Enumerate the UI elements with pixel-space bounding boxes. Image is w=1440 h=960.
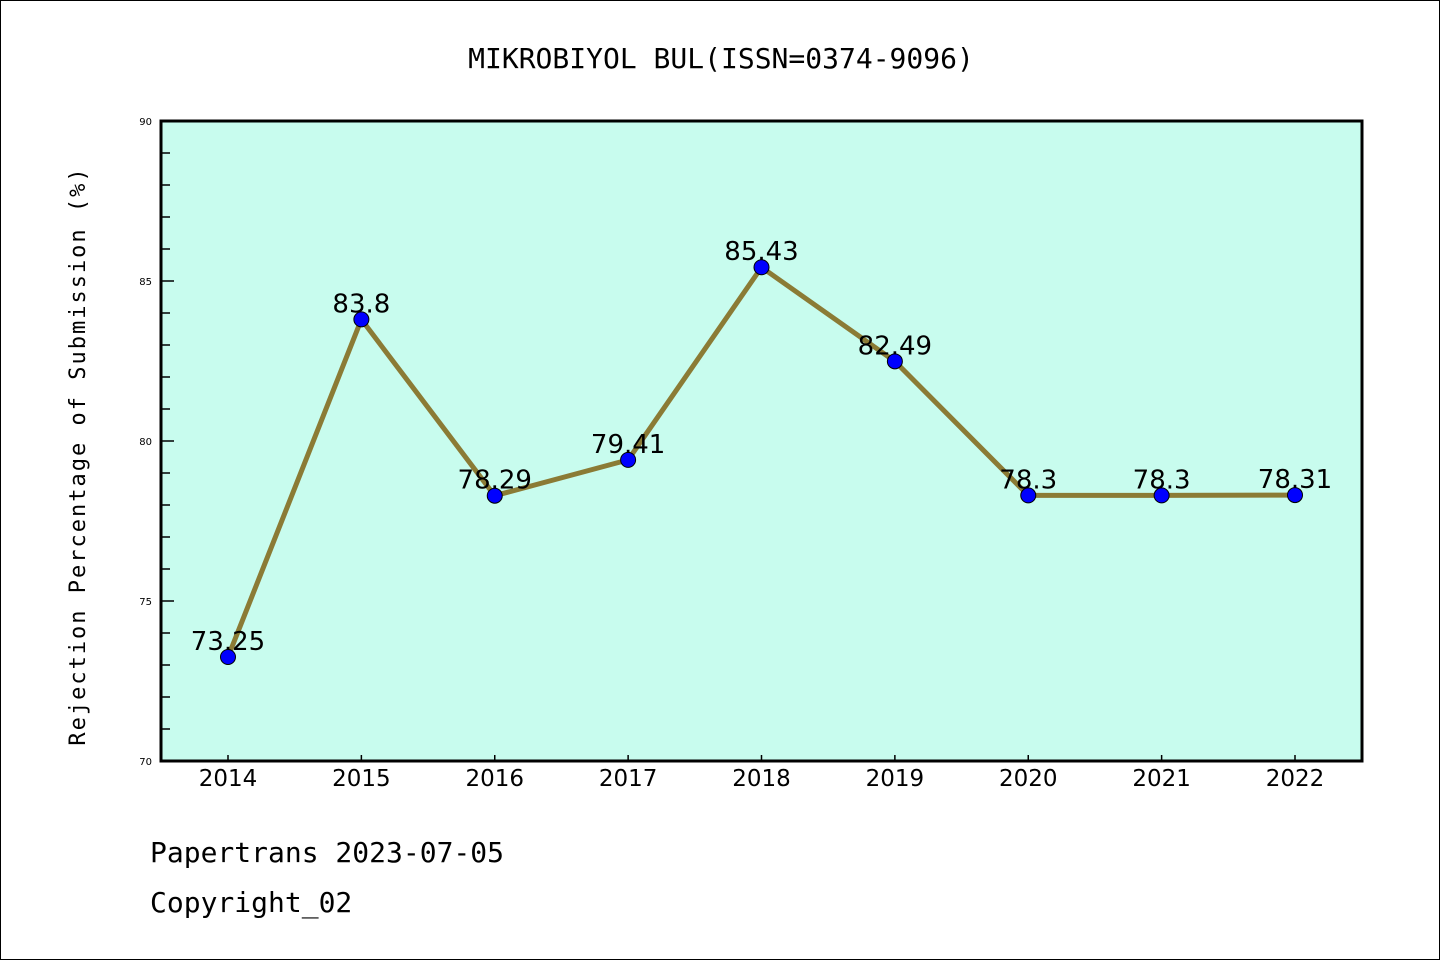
data-label: 73.25 [191, 627, 265, 657]
data-point [1287, 487, 1303, 504]
chart-title: MIKROBIYOL BUL(ISSN=0374-9096) [468, 42, 974, 75]
plot-border [159, 119, 1364, 763]
y-axis-label: Rejection Percentage of Submission (%) [66, 166, 91, 745]
x-tick-label: 2017 [599, 766, 658, 792]
x-tick-label: 2018 [732, 766, 791, 792]
x-tick-label: 2021 [1132, 766, 1191, 792]
plot-background [161, 121, 1362, 761]
data-point [620, 451, 637, 468]
y-tick-label: 75 [139, 597, 152, 608]
x-tick-label: 2022 [1266, 766, 1325, 792]
footer-date: Papertrans 2023-07-05 [150, 836, 505, 869]
x-tick-label: 2019 [866, 766, 925, 792]
data-label: 82.49 [858, 331, 932, 361]
data-point [886, 353, 903, 370]
data-point [1020, 487, 1037, 504]
x-tick-label: 2014 [199, 766, 258, 792]
x-tick-label: 2020 [999, 766, 1058, 792]
data-point [753, 259, 770, 276]
x-tick-label: 2015 [332, 766, 391, 792]
data-label: 78.31 [1258, 465, 1332, 495]
data-point [353, 311, 370, 328]
y-tick-label: 80 [139, 437, 152, 448]
y-tick-label: 70 [139, 757, 152, 768]
data-label: 78.29 [458, 466, 532, 496]
data-label: 83.8 [332, 289, 390, 319]
y-tick-label: 85 [139, 277, 152, 288]
data-label: 79.41 [591, 430, 665, 460]
data-label: 85.43 [724, 237, 798, 267]
x-tick-label: 2016 [465, 766, 524, 792]
data-label: 78.3 [1133, 465, 1191, 495]
data-point [486, 487, 503, 504]
y-tick-label: 90 [139, 117, 152, 128]
data-point [220, 649, 236, 665]
data-label: 78.3 [999, 465, 1057, 495]
data-point [1153, 487, 1170, 504]
footer-copyright: Copyright_02 [150, 886, 353, 919]
